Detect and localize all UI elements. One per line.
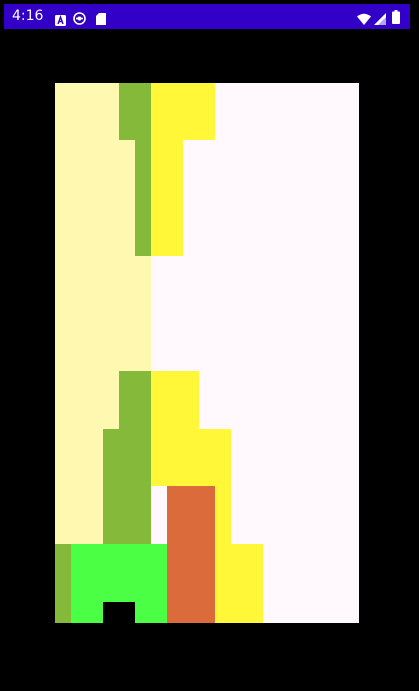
block-green-base-c (135, 602, 167, 623)
block-yellow-top-b (151, 140, 183, 256)
wifi-icon (357, 10, 371, 29)
block-yellow-mid-b (151, 429, 231, 486)
block-yellow-bottom (215, 544, 263, 623)
block-yellow-mid-c (215, 486, 231, 544)
sd-card-icon (96, 10, 106, 25)
block-olive-mid-a (119, 371, 151, 429)
block-orange-pillar (167, 486, 215, 623)
cell-signal-icon (374, 10, 386, 29)
status-time: 4:16 (12, 8, 44, 24)
block-green-base-b (71, 602, 103, 623)
block-olive-top-b (135, 140, 151, 256)
block-olive-bottom-edge (55, 544, 71, 623)
block-yellow-top-a (151, 83, 215, 140)
a-box-icon (55, 11, 66, 26)
battery-icon (392, 9, 400, 28)
game-board[interactable] (55, 83, 359, 623)
block-olive-top-a (119, 83, 151, 140)
no-entry-circle-icon (73, 10, 86, 25)
block-black-notch (103, 602, 135, 623)
status-bar: 4:16 (4, 4, 410, 29)
block-yellow-mid-a (151, 371, 199, 429)
block-olive-mid-b (103, 429, 151, 544)
block-green-base-a (71, 544, 167, 602)
